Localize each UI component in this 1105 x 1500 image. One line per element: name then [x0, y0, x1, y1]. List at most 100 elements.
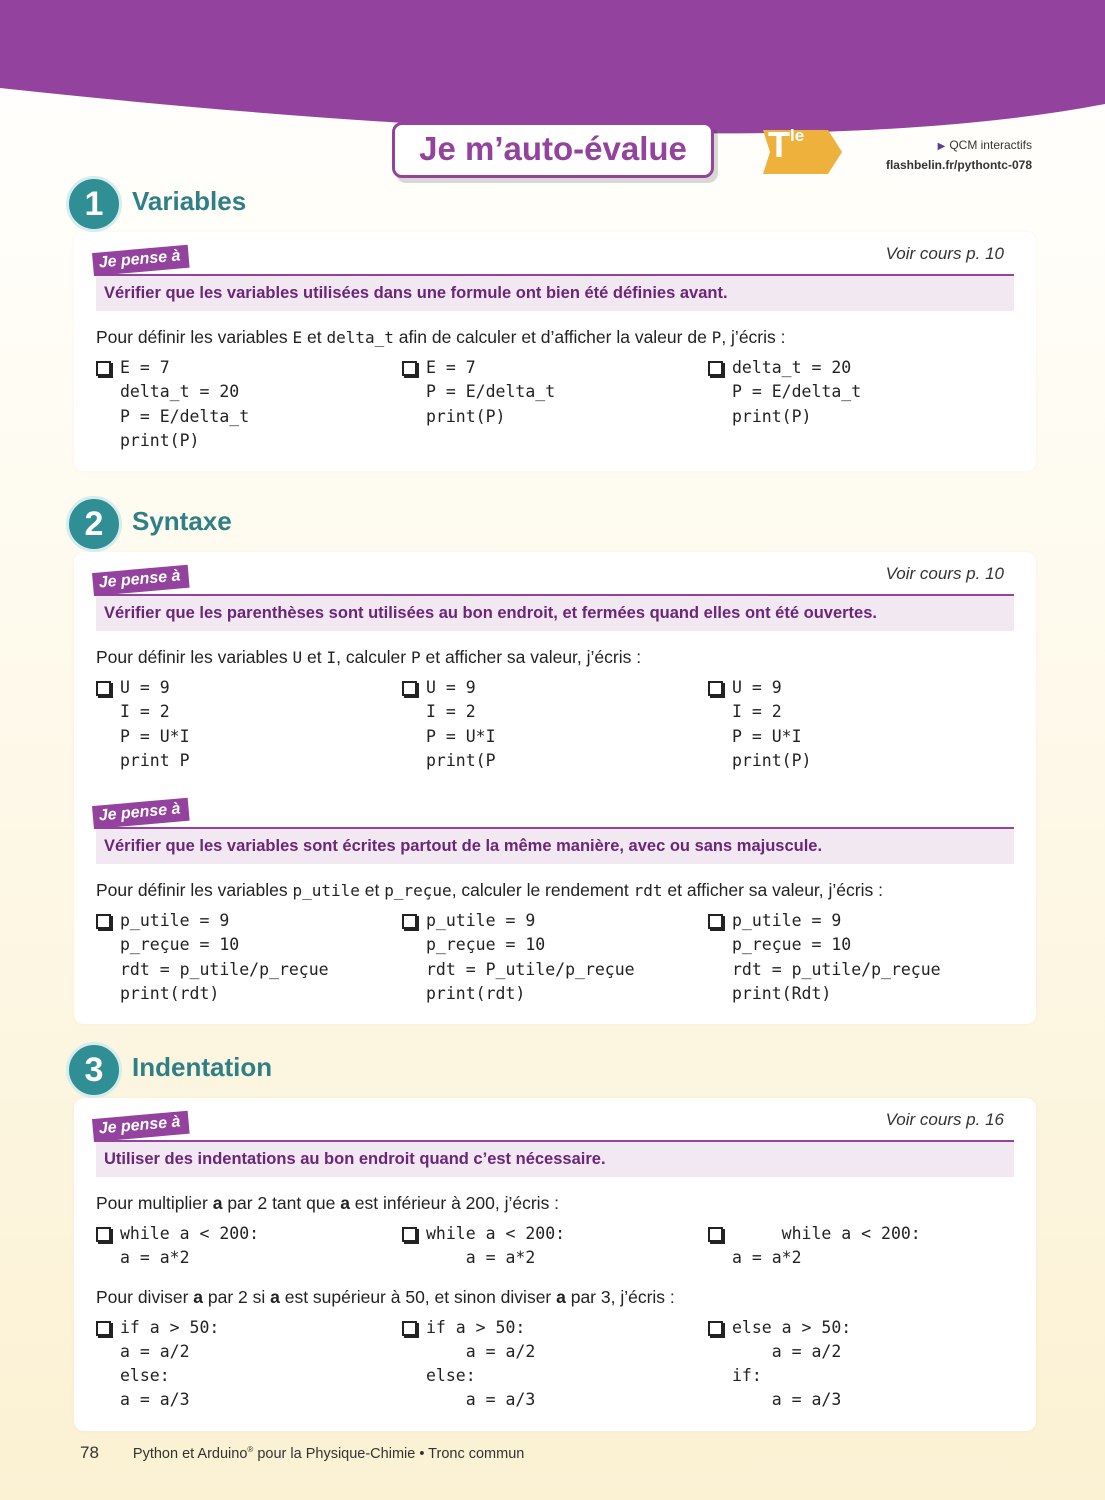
- code-line: P = U*I: [120, 726, 190, 746]
- code-line: if a > 50:: [426, 1317, 526, 1337]
- question-prompt: Pour définir les variables E et delta_t …: [96, 327, 1014, 348]
- level-ribbon: [763, 130, 842, 174]
- prompt-text: Pour multiplier: [96, 1193, 213, 1213]
- code-line: while a < 200:: [120, 1224, 260, 1243]
- checkbox[interactable]: [96, 681, 111, 696]
- section-title: Indentation: [132, 1052, 273, 1082]
- section-card: Je pense à Voir cours p. 10 Vérifier que l…: [74, 232, 1036, 472]
- page-title: Je m’auto-évalue: [392, 122, 714, 178]
- prompt-code: rdt: [633, 881, 663, 901]
- option: if a > 50: a = a/2 else: a = a/3: [402, 1316, 708, 1413]
- code-line: while a < 200:: [426, 1224, 566, 1243]
- checkbox[interactable]: [708, 1227, 723, 1242]
- prompt-text: est supérieur à 50, et sinon diviser: [279, 1286, 557, 1307]
- prompt-text: afin de calculer et d’afficher la valeur…: [393, 327, 712, 347]
- code-line: p_utile = 9: [120, 911, 230, 931]
- option: delta_t = 20 P = E/delta_t print(P): [708, 356, 1014, 453]
- checkbox[interactable]: [402, 1320, 417, 1336]
- code-line: a = a/2: [426, 1341, 536, 1361]
- prompt-code: delta_t: [326, 328, 394, 347]
- option: p_utile = 9 p_reçue = 10 rdt = p_utile/p_r…: [708, 909, 1014, 1006]
- code-line: a = a*2: [426, 1248, 536, 1268]
- checkbox[interactable]: [96, 361, 111, 376]
- checkbox[interactable]: [402, 361, 417, 376]
- prompt-code: P: [711, 328, 722, 347]
- code-line: E = 7: [426, 358, 476, 377]
- prompt-code: P: [410, 648, 421, 667]
- prompt-text: Pour définir les variables: [96, 880, 293, 901]
- code-line: a = a/3: [120, 1390, 190, 1410]
- course-ref: Voir cours p. 10: [885, 564, 1004, 583]
- tag-row: Je pense à Voir cours p. 10: [91, 562, 1014, 596]
- prompt-text: et afficher sa valeur, j’écris :: [662, 880, 883, 901]
- course-ref: Voir cours p. 10: [885, 244, 1004, 263]
- section-title: Variables: [132, 186, 247, 216]
- section: 2 Syntaxe Je pense à Voir cours p. 10 Vérifi…: [66, 496, 1036, 1025]
- prompt-text: est inférieur à 200, j’écris :: [349, 1193, 560, 1213]
- option: while a < 200: a = a*2: [96, 1222, 402, 1271]
- course-ref: Voir cours p. 16: [885, 1110, 1004, 1129]
- code-line: print(P): [732, 406, 812, 426]
- prompt-text: , j’écris :: [721, 327, 786, 347]
- footer: 78 Python et Arduino® pour la Physique-Ch…: [80, 1443, 524, 1463]
- reminder-tag: Je pense à: [91, 797, 190, 830]
- code-line: P = E/delta_t: [732, 382, 862, 402]
- code-line: a = a/2: [120, 1341, 190, 1361]
- option: p_utile = 9 p_reçue = 10 rdt = p_utile/p_r…: [96, 909, 402, 1006]
- checkbox[interactable]: [402, 1227, 417, 1242]
- section-heading: 3 Indentation: [66, 1042, 1036, 1098]
- level-letter: T: [768, 124, 790, 165]
- prompt-code: p_reçue: [384, 881, 452, 901]
- option: while a < 200: a = a*2: [708, 1222, 1014, 1271]
- checkbox[interactable]: [402, 914, 417, 930]
- code-line: if a > 50:: [120, 1317, 220, 1337]
- code-line: print(P): [426, 406, 506, 426]
- code-line: P = U*I: [426, 726, 496, 746]
- code-line: print(P): [732, 750, 812, 770]
- code-line: rdt = p_utile/p_reçue: [120, 959, 329, 979]
- code-line: I = 2: [120, 702, 170, 722]
- code-line: else a > 50:: [732, 1317, 852, 1337]
- reminder-tip: Utiliser des indentations au bon endroit…: [96, 1142, 1014, 1177]
- reminder-tag: Je pense à: [91, 564, 190, 596]
- link-url[interactable]: flashbelin.fr/pythontc-078: [885, 158, 1032, 172]
- code-line: p_utile = 9: [732, 911, 842, 931]
- checkbox[interactable]: [402, 681, 417, 696]
- code-line: delta_t = 20: [732, 358, 852, 377]
- section-card: Je pense à Voir cours p. 10 Vérifier que l…: [74, 552, 1036, 1025]
- footer-mark: ®: [247, 1445, 254, 1455]
- checkbox[interactable]: [96, 1320, 111, 1336]
- link-label[interactable]: QCM interactifs: [949, 138, 1032, 152]
- code-line: print(rdt): [426, 984, 526, 1004]
- options: p_utile = 9 p_reçue = 10 rdt = p_utile/p_r…: [96, 909, 1014, 1006]
- prompt-text: et: [302, 647, 327, 667]
- checkbox[interactable]: [708, 681, 723, 696]
- checkbox[interactable]: [96, 914, 111, 930]
- checkbox[interactable]: [708, 361, 723, 376]
- reminder-tip: Vérifier que les parenthèses sont utilis…: [96, 596, 1014, 631]
- code-line: a = a*2: [120, 1248, 190, 1268]
- section-number: 1: [66, 176, 122, 232]
- option: else a > 50: a = a/2 if: a = a/3: [708, 1316, 1014, 1413]
- prompt-text: Pour diviser: [96, 1286, 194, 1307]
- prompt-code: U: [292, 648, 303, 667]
- code-line: print(rdt): [120, 984, 220, 1004]
- option: U = 9 I = 2 P = U*I print(P: [402, 676, 708, 773]
- code-line: P = U*I: [732, 726, 802, 746]
- reminder-block: Je pense à Voir cours p. 10 Vérifier que l…: [90, 242, 1014, 453]
- header-band: [0, 0, 1105, 174]
- prompt-code: I: [326, 648, 337, 667]
- section-card: Je pense à Voir cours p. 16 Utiliser des i…: [74, 1098, 1036, 1431]
- checkbox[interactable]: [96, 1227, 111, 1242]
- code-line: a = a/3: [732, 1390, 842, 1410]
- code-line: U = 9: [732, 678, 782, 697]
- qcm-link: ▶ QCM interactifs flashbelin.fr/pythontc-…: [886, 136, 1032, 175]
- checkbox[interactable]: [708, 1320, 723, 1336]
- reminder-block: Je pense à Voir cours p. 10 Vérifier que l…: [90, 562, 1014, 773]
- question-prompt: Pour multiplier a par 2 tant que a est i…: [96, 1193, 1014, 1214]
- code-line: rdt = p_utile/p_reçue: [732, 959, 941, 979]
- checkbox[interactable]: [708, 914, 723, 930]
- footer-text: Python et Arduino: [132, 1446, 248, 1462]
- code-line: print P: [120, 750, 190, 770]
- code-line: else:: [120, 1366, 170, 1386]
